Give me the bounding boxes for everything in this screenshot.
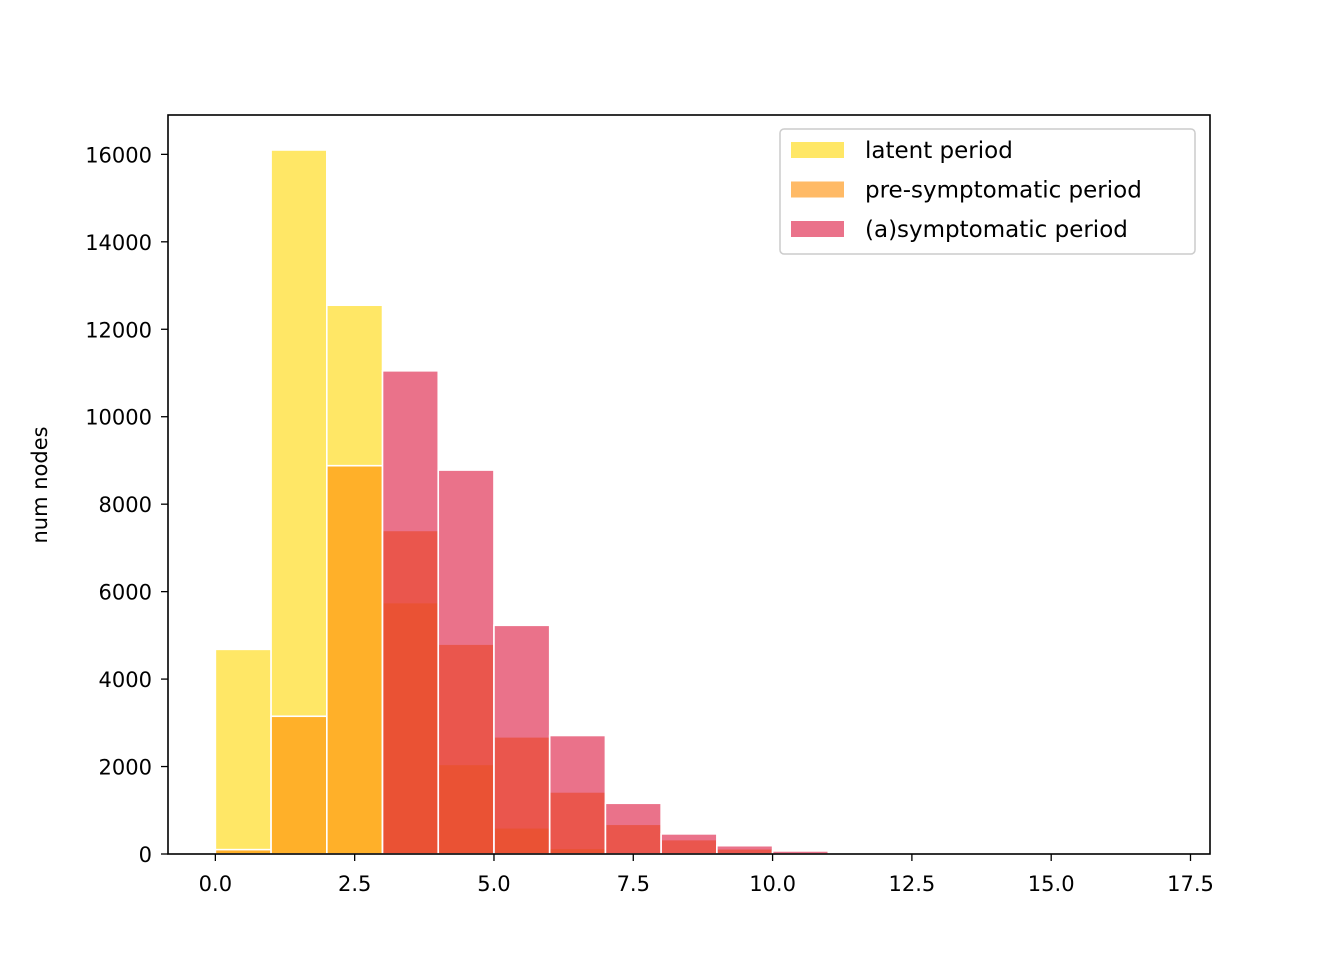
bar-a-symptomatic-period-bin-8 bbox=[660, 833, 718, 855]
plot-frame bbox=[167, 114, 1211, 855]
x-tick-label: 15.0 bbox=[1028, 872, 1075, 896]
x-tick-label: 0.0 bbox=[199, 872, 232, 896]
x-tick-label: 10.0 bbox=[749, 872, 796, 896]
bars-layer bbox=[214, 149, 941, 855]
x-axis: 0.0 2.5 5.0 7.5 10.0 12.5 15.0 17.5 bbox=[199, 854, 1214, 896]
legend-swatch-latent-period bbox=[791, 142, 844, 158]
y-tick-label: 6000 bbox=[99, 581, 152, 605]
bar-a-symptomatic-period-bin-3 bbox=[381, 370, 440, 855]
bar-latent-period-bin-0 bbox=[214, 648, 272, 855]
x-tick-label: 5.0 bbox=[477, 872, 510, 896]
legend-label-a-symptomatic-period: (a)symptomatic period bbox=[865, 217, 1128, 243]
bar-a-symptomatic-period-bin-4 bbox=[437, 469, 495, 855]
bar-a-symptomatic-period-bin-9 bbox=[716, 844, 774, 855]
y-tick-label: 14000 bbox=[85, 231, 152, 255]
legend-label-pre-symptomatic-period: pre-symptomatic period bbox=[865, 178, 1142, 204]
x-tick-label: 7.5 bbox=[617, 872, 650, 896]
legend-swatch-pre-symptomatic-period bbox=[791, 181, 844, 198]
legend-label-latent-period: latent period bbox=[865, 138, 1013, 164]
bar-a-symptomatic-period-bin-5 bbox=[493, 624, 551, 855]
bar-pre-symptomatic-period-bin-1 bbox=[270, 715, 328, 855]
legend: latent period pre-symptomatic period (a)sy… bbox=[779, 128, 1196, 255]
x-tick-label: 2.5 bbox=[338, 872, 371, 896]
bar-pre-symptomatic-period-bin-2 bbox=[326, 464, 384, 855]
legend-swatch-a-symptomatic-period bbox=[791, 221, 844, 237]
y-tick-label: 4000 bbox=[99, 668, 152, 692]
y-axis: 0 2000 4000 6000 8000 10000 12000 14000 16000 bbox=[85, 143, 168, 867]
y-tick-label: 12000 bbox=[85, 318, 152, 342]
y-tick-label: 8000 bbox=[99, 493, 152, 517]
y-axis-label: num nodes bbox=[28, 426, 52, 543]
y-tick-label: 0 bbox=[139, 843, 152, 867]
bar-a-symptomatic-period-bin-7 bbox=[604, 802, 662, 855]
y-tick-label: 2000 bbox=[99, 756, 152, 780]
x-tick-label: 12.5 bbox=[889, 872, 936, 896]
y-tick-label: 16000 bbox=[85, 143, 152, 167]
x-tick-label: 17.5 bbox=[1167, 872, 1214, 896]
bar-a-symptomatic-period-bin-6 bbox=[548, 734, 607, 855]
y-tick-label: 10000 bbox=[85, 406, 152, 430]
legend-frame bbox=[779, 128, 1196, 255]
